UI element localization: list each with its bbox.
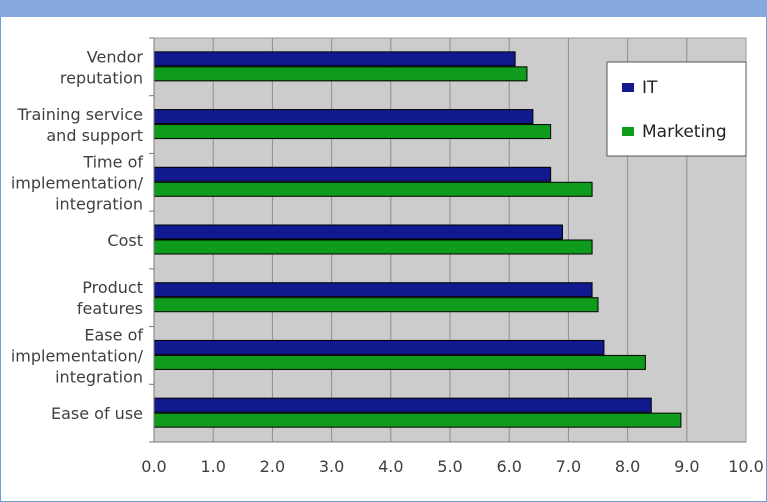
bar-marketing <box>153 297 599 313</box>
category-label: Vendor reputation <box>60 47 144 87</box>
category-label: Time of implementation/integration <box>11 152 144 213</box>
category-label-line: integration <box>55 367 143 386</box>
legend-swatch-it <box>622 83 634 92</box>
bars <box>153 51 682 428</box>
x-tick-label: 2.0 <box>260 457 285 476</box>
x-tick-labels: 0.0 1.0 2.0 3.0 4.0 5.0 6.0 7.0 8.0 9.0 10.0 <box>141 457 764 476</box>
category-label-line: implementation/ <box>11 346 144 365</box>
bar-marketing <box>153 412 682 428</box>
x-tick-label: 5.0 <box>437 457 462 476</box>
category-label-line: and support <box>46 126 143 145</box>
x-tick-label: 1.0 <box>200 457 225 476</box>
x-tick-label: 9.0 <box>674 457 699 476</box>
x-tick-label: 7.0 <box>556 457 581 476</box>
bar-it <box>153 397 652 413</box>
legend-swatch-marketing <box>622 127 634 136</box>
category-label-line: Training service <box>16 105 143 124</box>
x-tick-label: 10.0 <box>728 457 764 476</box>
axes <box>149 37 746 443</box>
bar-it <box>153 51 516 67</box>
category-label-line: Time of <box>82 152 143 171</box>
x-tick-label: 6.0 <box>496 457 521 476</box>
x-tick-label: 8.0 <box>615 457 640 476</box>
bar-marketing <box>153 66 528 82</box>
bar-marketing <box>153 181 593 197</box>
bar-marketing <box>153 354 646 370</box>
bar-marketing <box>153 239 593 255</box>
top-bar <box>0 0 767 17</box>
bar-it <box>153 224 563 240</box>
category-label: Ease of implementation/integration <box>11 325 144 386</box>
x-tick-label: 3.0 <box>319 457 344 476</box>
category-label: Training service and support <box>16 105 143 145</box>
legend: IT Marketing <box>606 61 747 157</box>
category-label-line: integration <box>55 194 143 213</box>
category-label-line: Ease of <box>84 325 143 344</box>
bar-it <box>153 339 605 355</box>
category-label: Ease of use <box>51 404 143 423</box>
category-label-line: Vendor <box>87 47 144 66</box>
category-label-line: features <box>77 299 143 318</box>
legend-box <box>606 61 747 157</box>
category-label-line: implementation/ <box>11 173 144 192</box>
bar-it <box>153 166 552 182</box>
category-label: Product features <box>77 278 143 318</box>
x-tick-label: 4.0 <box>378 457 403 476</box>
category-label: Cost <box>107 231 143 250</box>
bar-it <box>153 109 534 125</box>
bar-marketing <box>153 124 552 140</box>
category-labels: Vendor reputation Training service and supp… <box>11 47 144 423</box>
category-label-line: Product <box>82 278 143 297</box>
legend-label-it: IT <box>642 78 658 98</box>
category-label-line: reputation <box>60 68 143 87</box>
bar-it <box>153 282 593 298</box>
category-label-line: Ease of use <box>51 404 143 423</box>
category-label-line: Cost <box>107 231 143 250</box>
legend-label-marketing: Marketing <box>642 122 727 142</box>
x-tick-label: 0.0 <box>141 457 166 476</box>
